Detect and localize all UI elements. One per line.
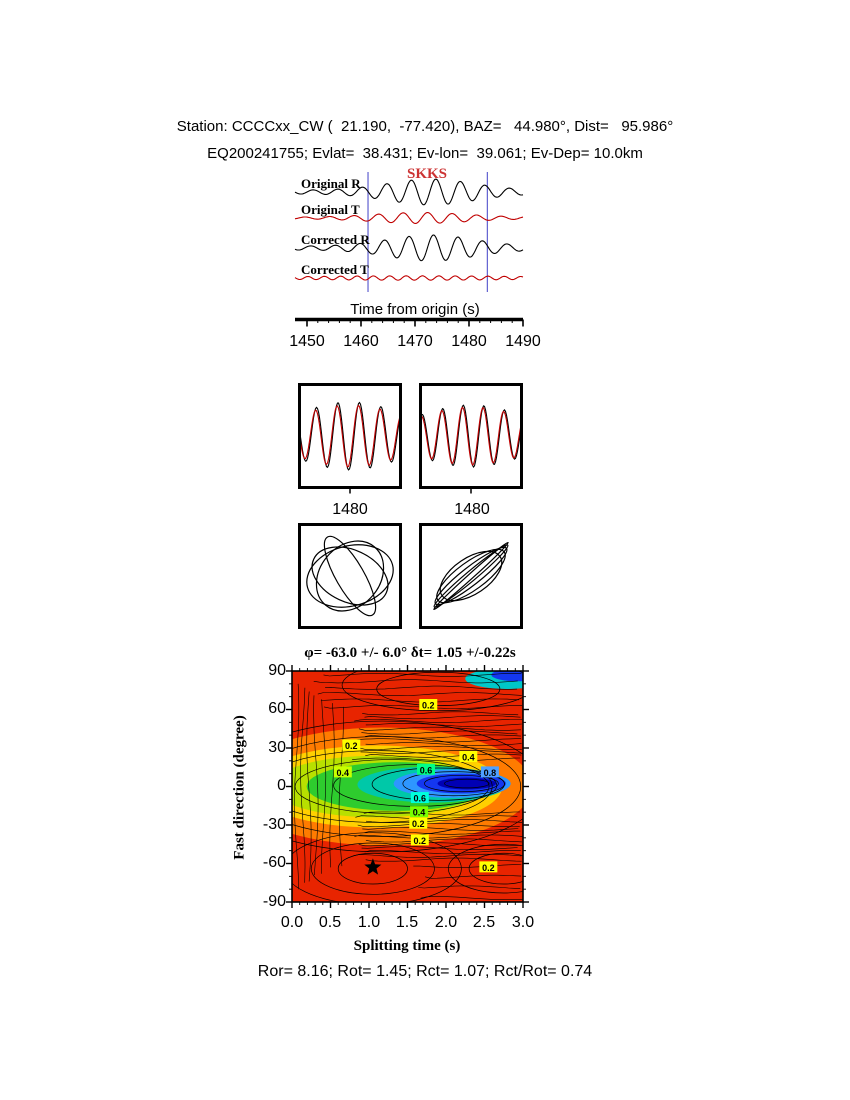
xtick-1470: 1470 xyxy=(397,333,433,350)
xtick-1450: 1450 xyxy=(289,333,325,350)
svg-text:0.8: 0.8 xyxy=(484,768,497,778)
trace-label-original-r: Original R xyxy=(301,176,361,191)
svg-text:0.2: 0.2 xyxy=(412,819,425,829)
waveform-xaxis-label: Time from origin (s) xyxy=(350,301,480,318)
svg-text:0.4: 0.4 xyxy=(337,768,350,778)
xtick-0.0: 0.0 xyxy=(280,914,304,931)
error-surface-plot: 0.20.20.40.6 0.80.40.60.40.20.20.2 xyxy=(286,665,529,908)
xtick-1460: 1460 xyxy=(343,333,379,350)
svg-text:0.4: 0.4 xyxy=(462,752,475,762)
phase-label: SKKS xyxy=(407,166,448,182)
ytick-m60: -60 xyxy=(262,854,286,871)
xtick-0.5: 0.5 xyxy=(318,914,342,931)
svg-text:0.2: 0.2 xyxy=(345,741,358,751)
event-header-line: EQ200241755; Evlat= 38.431; Ev-lon= 39.0… xyxy=(207,145,643,162)
particle-motion-plot xyxy=(298,523,523,629)
svg-text:0.6: 0.6 xyxy=(420,765,433,775)
xtick-1490: 1490 xyxy=(505,333,541,350)
xtick-1480: 1480 xyxy=(451,333,487,350)
trace-label-original-t: Original T xyxy=(301,202,360,217)
svg-text:0.2: 0.2 xyxy=(422,701,435,711)
xtick-2.0: 2.0 xyxy=(434,914,458,931)
comparison-panels-plot xyxy=(298,383,523,494)
ytick-60: 60 xyxy=(268,700,286,717)
xtick-1.0: 1.0 xyxy=(357,914,381,931)
ytick-m30: -30 xyxy=(262,816,286,833)
ytick-0: 0 xyxy=(277,777,286,794)
cmp-left-xtick: 1480 xyxy=(332,501,368,518)
result-summary: Ror= 8.16; Rot= 1.45; Rct= 1.07; Rct/Rot… xyxy=(257,963,593,980)
xtick-2.5: 2.5 xyxy=(472,914,496,931)
waveform-plot xyxy=(294,172,524,327)
xtick-1.5: 1.5 xyxy=(395,914,419,931)
ytick-90: 90 xyxy=(268,662,286,679)
svg-text:0.2: 0.2 xyxy=(482,863,495,873)
svg-text:0.6: 0.6 xyxy=(414,794,427,804)
ytick-m90: -90 xyxy=(262,893,286,910)
trace-label-corrected-r: Corrected R xyxy=(301,232,370,247)
trace-label-corrected-t: Corrected T xyxy=(301,262,369,277)
cmp-right-xtick: 1480 xyxy=(454,501,490,518)
ytick-30: 30 xyxy=(268,739,286,756)
error-surface-xlabel: Splitting time (s) xyxy=(353,938,461,954)
svg-text:0.4: 0.4 xyxy=(413,808,426,818)
station-header-line: Station: CCCCxx_CW ( 21.190, -77.420), B… xyxy=(176,118,674,135)
xtick-3.0: 3.0 xyxy=(511,914,535,931)
error-surface-title: φ= -63.0 +/- 6.0° δt= 1.05 +/-0.22s xyxy=(304,645,516,661)
best-fit-star xyxy=(364,858,382,875)
svg-text:0.2: 0.2 xyxy=(414,836,427,846)
